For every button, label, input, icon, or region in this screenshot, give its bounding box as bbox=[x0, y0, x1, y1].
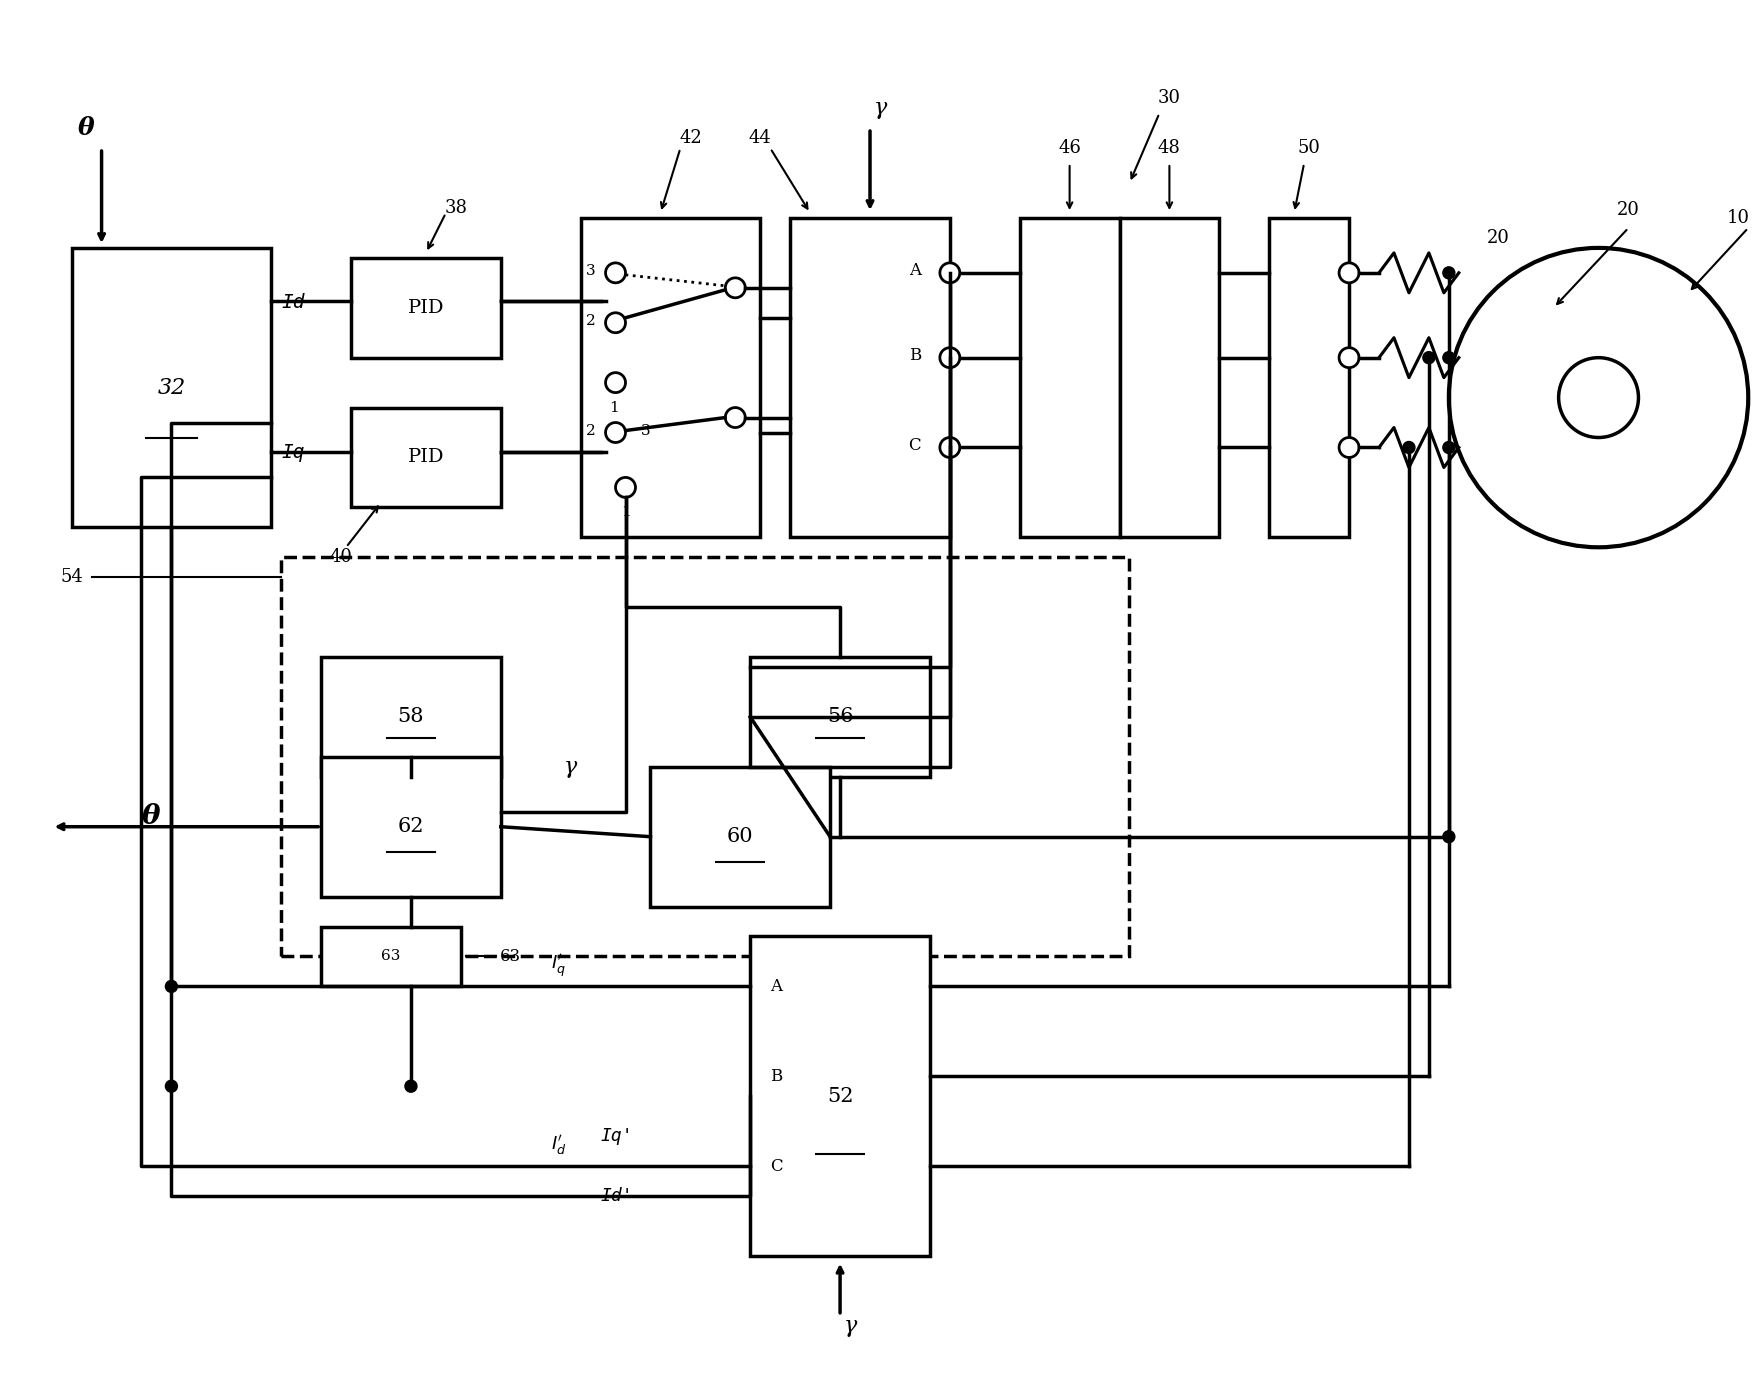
Text: 1: 1 bbox=[609, 401, 619, 414]
Text: 38: 38 bbox=[444, 198, 467, 218]
Circle shape bbox=[616, 478, 635, 497]
Circle shape bbox=[726, 278, 745, 297]
Circle shape bbox=[1338, 438, 1359, 457]
Text: 3: 3 bbox=[640, 424, 651, 438]
FancyBboxPatch shape bbox=[1270, 218, 1349, 537]
FancyBboxPatch shape bbox=[1119, 218, 1219, 537]
Text: 60: 60 bbox=[726, 828, 754, 847]
Text: 58: 58 bbox=[398, 708, 424, 727]
FancyBboxPatch shape bbox=[751, 936, 930, 1256]
Circle shape bbox=[605, 423, 626, 442]
Text: Id: Id bbox=[281, 293, 305, 313]
Text: 2: 2 bbox=[586, 314, 595, 328]
Circle shape bbox=[1449, 248, 1749, 547]
Circle shape bbox=[405, 1080, 417, 1092]
Circle shape bbox=[605, 263, 626, 282]
Text: $I_q'$: $I_q'$ bbox=[551, 953, 565, 980]
Text: 63: 63 bbox=[500, 947, 521, 965]
Text: 30: 30 bbox=[1158, 90, 1180, 107]
Text: A: A bbox=[770, 978, 782, 996]
FancyBboxPatch shape bbox=[651, 767, 830, 906]
Text: 10: 10 bbox=[1726, 209, 1750, 227]
Text: 20: 20 bbox=[1617, 201, 1640, 219]
Text: PID: PID bbox=[407, 299, 444, 317]
Text: B: B bbox=[909, 347, 921, 364]
FancyBboxPatch shape bbox=[321, 657, 500, 777]
Text: 3: 3 bbox=[586, 264, 595, 278]
Circle shape bbox=[726, 408, 745, 427]
Circle shape bbox=[1338, 263, 1359, 282]
FancyBboxPatch shape bbox=[789, 218, 951, 537]
Text: γ: γ bbox=[844, 1315, 856, 1337]
FancyBboxPatch shape bbox=[321, 927, 461, 986]
Circle shape bbox=[1422, 351, 1435, 364]
Circle shape bbox=[1403, 442, 1415, 453]
Text: 50: 50 bbox=[1298, 139, 1321, 157]
Text: C: C bbox=[909, 437, 921, 454]
Text: Iq': Iq' bbox=[600, 1128, 633, 1146]
Text: 20: 20 bbox=[1487, 229, 1510, 246]
FancyBboxPatch shape bbox=[72, 248, 272, 527]
Circle shape bbox=[940, 347, 959, 368]
Text: θ: θ bbox=[142, 803, 161, 830]
Text: 42: 42 bbox=[679, 129, 702, 147]
Text: Id': Id' bbox=[600, 1187, 633, 1205]
FancyBboxPatch shape bbox=[351, 257, 500, 358]
Text: 63: 63 bbox=[381, 950, 400, 964]
Text: θ: θ bbox=[79, 116, 95, 140]
Text: 52: 52 bbox=[826, 1086, 854, 1106]
Text: PID: PID bbox=[407, 449, 444, 467]
Text: γ: γ bbox=[873, 98, 886, 120]
FancyBboxPatch shape bbox=[751, 657, 930, 777]
Text: $I_d'$: $I_d'$ bbox=[551, 1135, 567, 1158]
Circle shape bbox=[1338, 347, 1359, 368]
Text: 2: 2 bbox=[586, 424, 595, 438]
Text: 46: 46 bbox=[1058, 139, 1080, 157]
Text: C: C bbox=[770, 1158, 782, 1175]
Circle shape bbox=[1444, 830, 1454, 843]
Circle shape bbox=[605, 313, 626, 333]
Circle shape bbox=[165, 1080, 177, 1092]
FancyBboxPatch shape bbox=[581, 218, 759, 537]
Text: 56: 56 bbox=[826, 708, 854, 727]
Text: 32: 32 bbox=[158, 376, 186, 398]
Circle shape bbox=[165, 980, 177, 993]
Text: 1: 1 bbox=[621, 505, 630, 519]
FancyBboxPatch shape bbox=[1019, 218, 1119, 537]
Text: 54: 54 bbox=[60, 569, 82, 587]
Text: γ: γ bbox=[565, 756, 577, 778]
Circle shape bbox=[1444, 351, 1454, 364]
Text: 40: 40 bbox=[330, 548, 353, 566]
Text: B: B bbox=[770, 1067, 782, 1085]
Circle shape bbox=[605, 373, 626, 392]
Text: 48: 48 bbox=[1158, 139, 1180, 157]
FancyBboxPatch shape bbox=[351, 408, 500, 507]
Circle shape bbox=[940, 263, 959, 282]
Text: Iq: Iq bbox=[281, 443, 305, 461]
Text: 44: 44 bbox=[749, 129, 772, 147]
Circle shape bbox=[1559, 358, 1638, 438]
Circle shape bbox=[1444, 267, 1454, 278]
Circle shape bbox=[940, 438, 959, 457]
Text: A: A bbox=[909, 263, 921, 280]
FancyBboxPatch shape bbox=[321, 757, 500, 896]
Text: 62: 62 bbox=[398, 817, 424, 836]
Circle shape bbox=[1444, 442, 1454, 453]
